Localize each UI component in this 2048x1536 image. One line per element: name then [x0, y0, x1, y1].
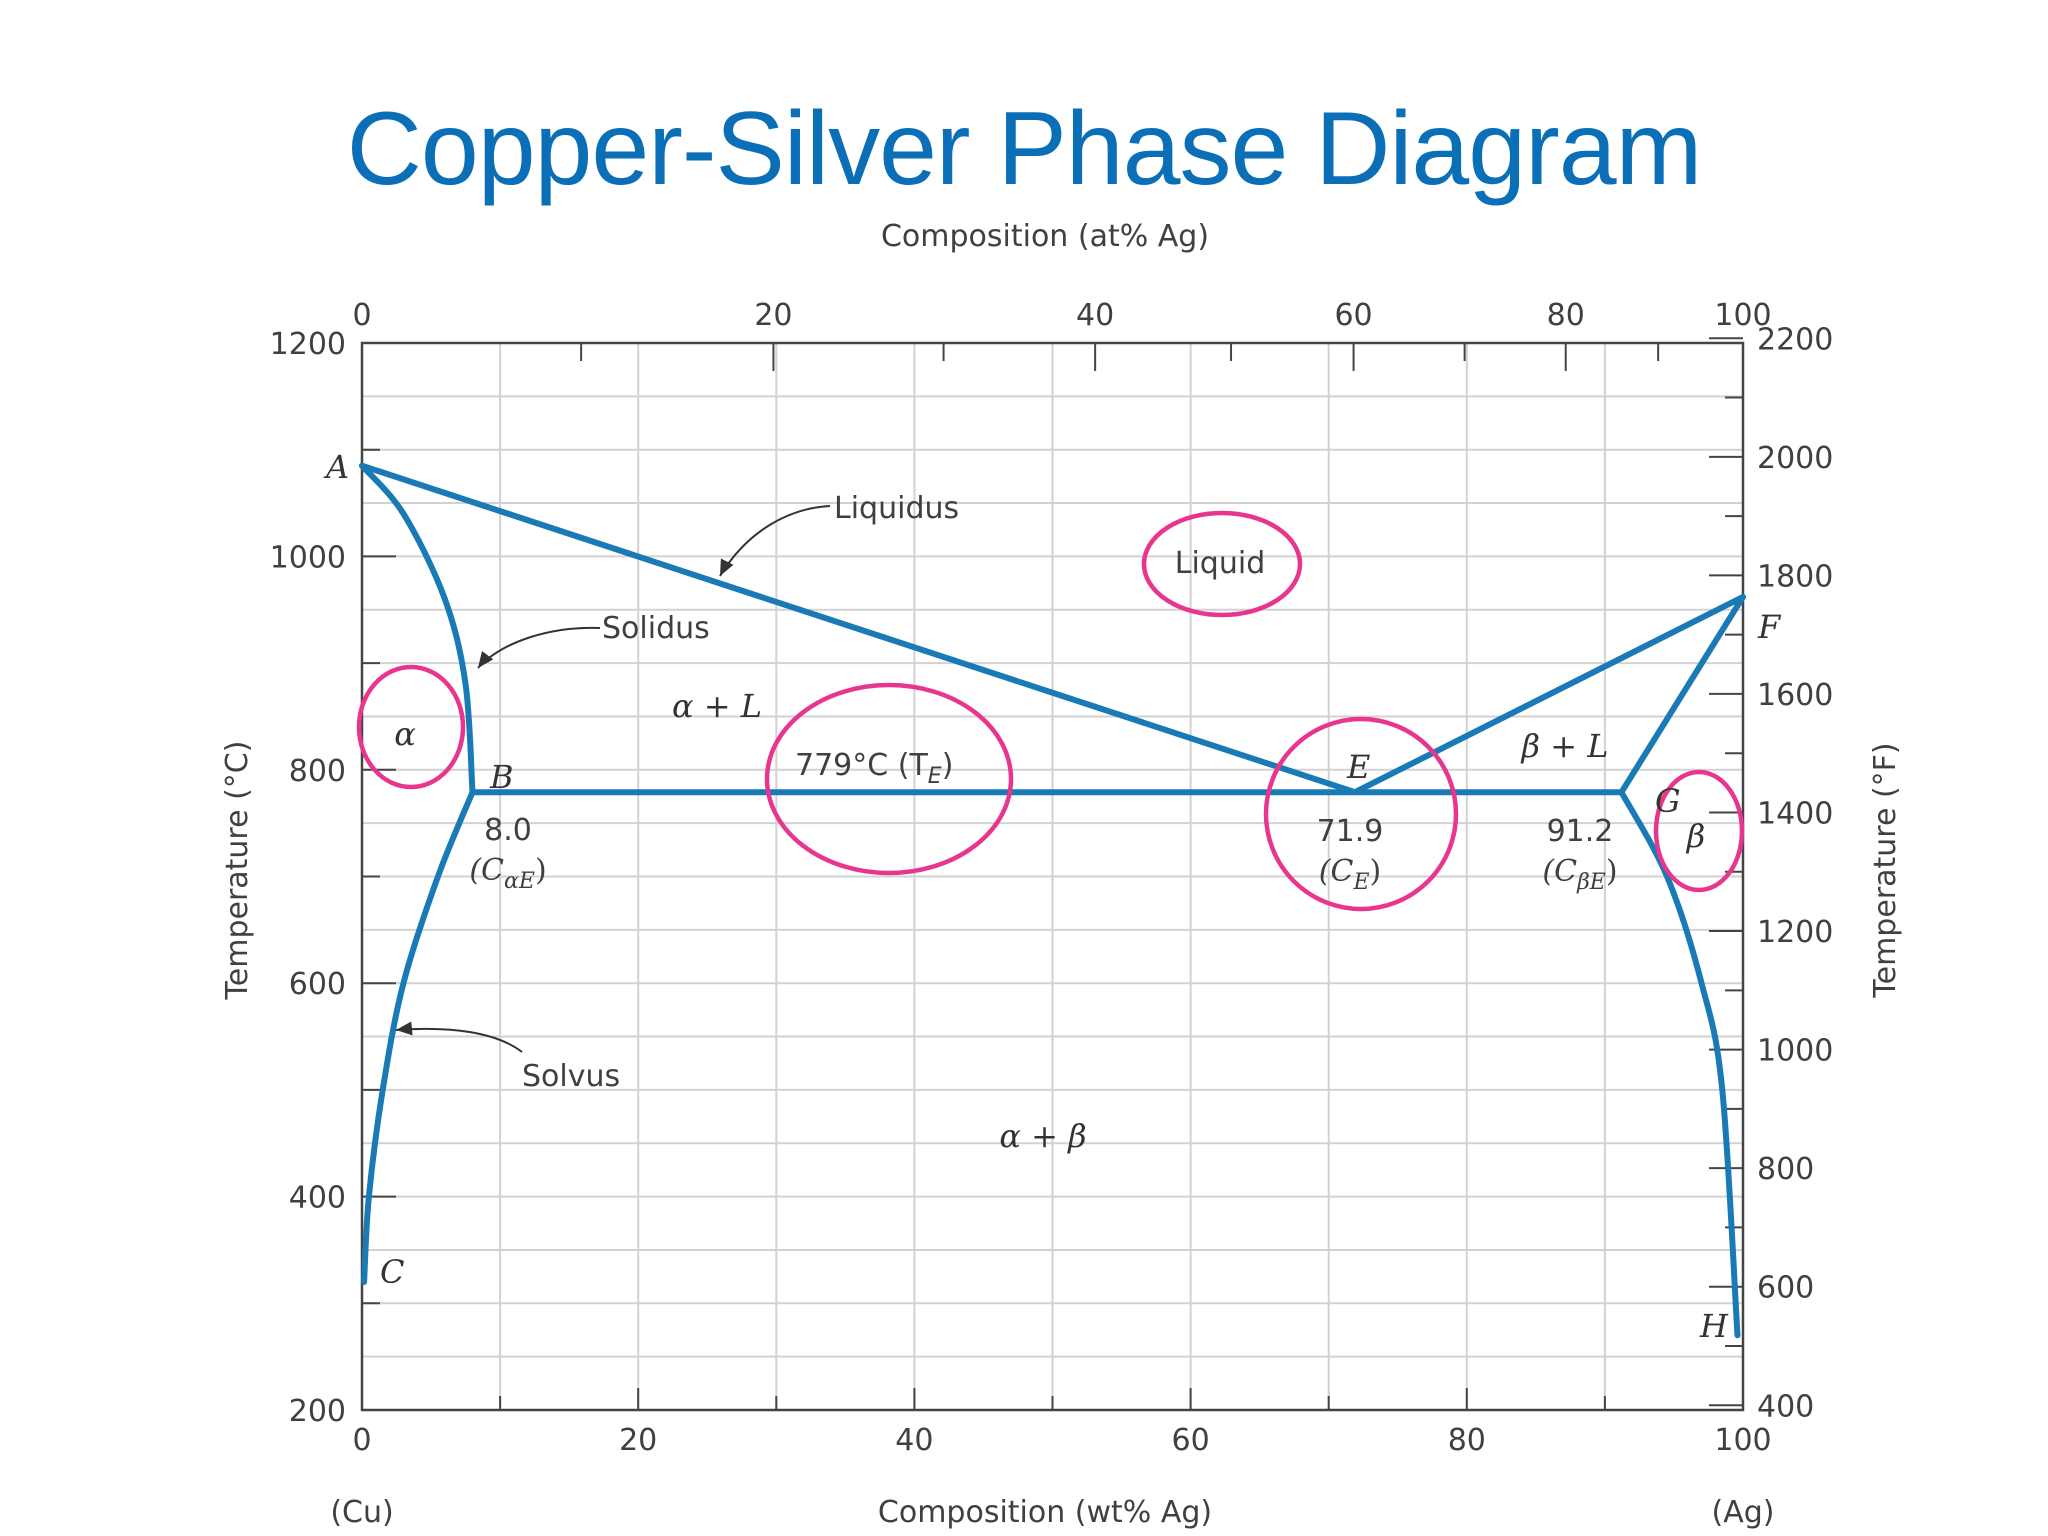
- x-axis-title-bottom: Composition (wt% Ag): [878, 1495, 1212, 1530]
- annotation-solidus: Solidus: [602, 611, 710, 646]
- eutectic-temperature-label: 779°C (TE): [795, 748, 953, 789]
- x-tick-label: 60: [1172, 1423, 1210, 1458]
- curve-liquidus-right: [1351, 593, 1746, 796]
- highlight-beta: [1653, 769, 1745, 893]
- slide-title: Copper-Silver Phase Diagram: [346, 91, 1702, 207]
- end-label-cu: (Cu): [330, 1495, 393, 1530]
- at-tick-label: 80: [1547, 298, 1585, 333]
- grid: [362, 343, 1743, 1410]
- e-comp-text: (C: [1319, 854, 1354, 889]
- region-label-beta-l: β + L: [1521, 727, 1609, 765]
- point-label-c: C: [380, 1253, 404, 1291]
- phase-curves: [359, 462, 1746, 1339]
- at-tick-label: 100: [1714, 298, 1771, 333]
- f-tick-label: 1800: [1757, 559, 1833, 594]
- b-composition-label: (CαE): [469, 853, 546, 894]
- point-label-f: F: [1757, 608, 1782, 646]
- b-comp-close: ): [535, 853, 547, 888]
- f-tick-label: 1000: [1757, 1034, 1833, 1069]
- point-label-h: H: [1699, 1307, 1729, 1345]
- g-comp-sub: βE: [1576, 870, 1606, 895]
- curve-liquidus-left: [359, 462, 1358, 796]
- arrow-solidus-head: [478, 651, 494, 668]
- b-comp-text: (C: [469, 853, 504, 888]
- b-comp-sub: αE: [504, 869, 535, 894]
- te-close: ): [942, 748, 954, 783]
- b-composition-value: 8.0: [484, 813, 532, 848]
- te-text: 779°C (T: [795, 748, 928, 783]
- g-comp-close: ): [1606, 854, 1618, 889]
- x-tick-label: 40: [895, 1423, 933, 1458]
- e-comp-sub: E: [1352, 870, 1369, 895]
- y-axis-title-right: Temperature (°F): [1868, 742, 1903, 998]
- e-composition-label: (CE): [1319, 854, 1381, 895]
- f-tick-label: 1200: [1757, 915, 1833, 950]
- y-tick-label: 1200: [270, 327, 346, 362]
- x-tick-label: 100: [1714, 1423, 1771, 1458]
- y-tick-label: 800: [289, 754, 346, 789]
- annotation-solvus: Solvus: [522, 1059, 620, 1094]
- at-tick-label: 0: [352, 298, 371, 333]
- f-tick-label: 1400: [1757, 796, 1833, 831]
- x-tick-label: 20: [619, 1423, 657, 1458]
- arrow-solidus: [477, 626, 601, 669]
- arrow-liquidus: [719, 505, 831, 577]
- point-label-a: A: [323, 448, 349, 486]
- e-comp-close: ): [1370, 854, 1382, 889]
- y-tick-label: 200: [289, 1394, 346, 1429]
- y-tick-label: 400: [289, 1181, 346, 1216]
- x-tick-label: 80: [1448, 1423, 1486, 1458]
- point-label-b: B: [489, 758, 514, 796]
- curve-solvus-left: [361, 789, 476, 1285]
- end-label-ag: (Ag): [1712, 1495, 1775, 1530]
- f-tick-label: 600: [1757, 1271, 1814, 1306]
- annotation-liquidus: Liquidus: [834, 491, 959, 526]
- region-label-alpha: α: [394, 715, 416, 753]
- region-label-beta: β: [1686, 817, 1706, 855]
- x-axis-title-top: Composition (at% Ag): [881, 219, 1209, 254]
- at-tick-label: 40: [1076, 298, 1114, 333]
- region-label-alpha-beta: α + β: [999, 1117, 1086, 1155]
- y-tick-label: 1000: [270, 540, 346, 575]
- e-composition-value: 71.9: [1317, 814, 1384, 849]
- f-tick-label: 800: [1757, 1152, 1814, 1187]
- highlight-circles: [356, 510, 1745, 912]
- curve-solidus-left: [359, 462, 476, 796]
- highlight-liquid: [1141, 510, 1303, 618]
- f-tick-label: 2200: [1757, 322, 1833, 357]
- g-composition-value: 91.2: [1547, 814, 1614, 849]
- point-label-g: G: [1655, 782, 1681, 820]
- point-label-e: E: [1346, 748, 1370, 786]
- curve-solvus-right: [1618, 789, 1741, 1339]
- y-axis-title-left: Temperature (°C): [220, 741, 255, 1001]
- g-comp-text: (C: [1542, 854, 1577, 889]
- region-label-liquid: Liquid: [1175, 546, 1265, 581]
- highlight-eutectic-temperature: [764, 682, 1014, 876]
- f-tick-label: 1600: [1757, 678, 1833, 713]
- at-tick-label: 60: [1334, 298, 1372, 333]
- curve-solidus-right: [1618, 593, 1746, 796]
- f-tick-label: 2000: [1757, 441, 1833, 476]
- arrow-liquidus-head: [720, 558, 734, 576]
- arrow-solvus-head: [396, 1021, 413, 1036]
- arrow-solvus: [395, 1027, 523, 1053]
- highlight-eutectic-point: [1263, 716, 1459, 912]
- f-tick-label: 400: [1757, 1389, 1814, 1424]
- y-tick-label: 600: [289, 967, 346, 1002]
- at-tick-label: 20: [754, 298, 792, 333]
- region-label-alpha-l: α + L: [672, 687, 762, 725]
- annotation-arrows: [395, 505, 831, 1053]
- g-composition-label: (CβE): [1542, 854, 1617, 895]
- x-tick-label: 0: [352, 1423, 371, 1458]
- te-subscript: E: [928, 764, 942, 789]
- highlight-alpha: [356, 664, 466, 790]
